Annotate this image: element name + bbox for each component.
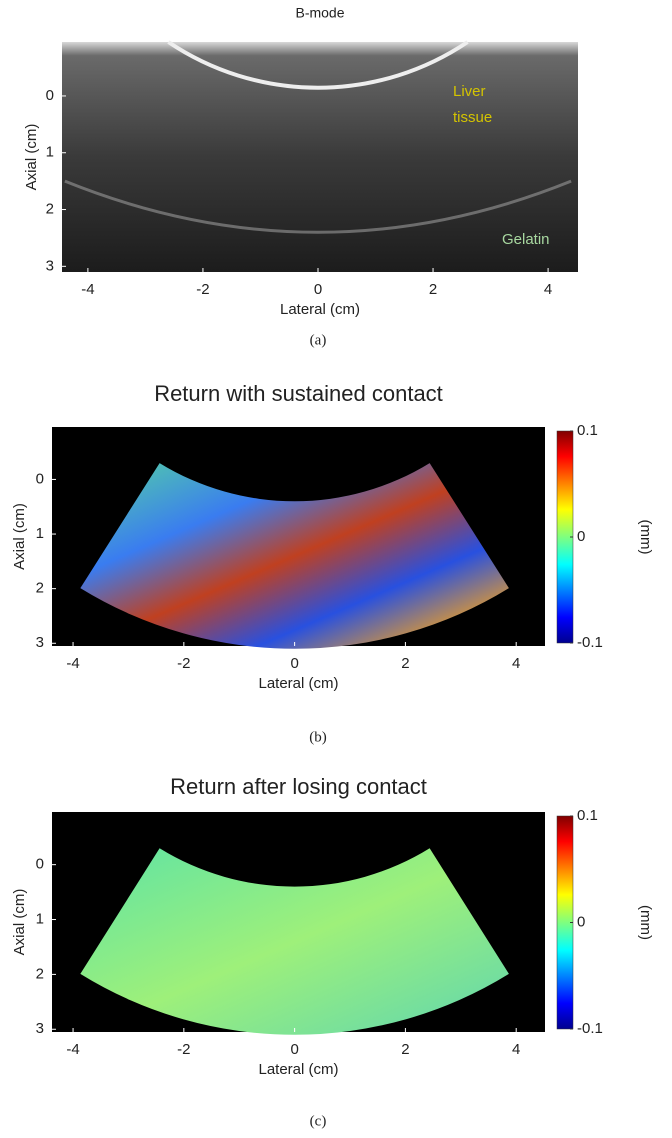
x-tick-label: 4 [512, 1041, 520, 1058]
y-tick-label: 1 [36, 525, 44, 542]
caption: (a) [310, 332, 327, 348]
panel-title: Return after losing contact [170, 774, 427, 799]
y-tick-label: 2 [46, 200, 54, 217]
caption: (b) [309, 729, 327, 745]
x-tick-label: -2 [177, 655, 190, 672]
x-tick-label: 4 [512, 655, 520, 672]
colorbar-tick-label: -0.1 [577, 1020, 603, 1037]
annotation: Gelatin [502, 231, 550, 248]
caption: (c) [310, 1113, 327, 1129]
x-tick-label: 2 [401, 655, 409, 672]
colorbar-tick-label: 0.1 [577, 422, 598, 439]
y-tick-label: 2 [36, 965, 44, 982]
y-tick-label: 0 [36, 856, 44, 873]
x-tick-label: -2 [196, 281, 209, 298]
x-tick-label: -4 [66, 655, 79, 672]
y-tick-label: 0 [46, 87, 54, 104]
x-tick-label: 2 [401, 1041, 409, 1058]
y-tick-label: 1 [36, 910, 44, 927]
x-tick-label: 0 [314, 281, 322, 298]
colorbar-label: (mm) [637, 520, 654, 555]
color-image [80, 463, 509, 649]
colorbar-tick-label: 0 [577, 913, 585, 930]
x-axis-label: Lateral (cm) [280, 301, 360, 318]
x-tick-label: -4 [66, 1041, 79, 1058]
bmode-image [62, 42, 578, 272]
y-tick-label: 3 [36, 1020, 44, 1037]
y-tick-label: 3 [36, 634, 44, 651]
y-axis-label: Axial (cm) [11, 503, 28, 570]
x-tick-label: -4 [81, 281, 94, 298]
y-tick-label: 0 [36, 470, 44, 487]
x-tick-label: 0 [290, 1041, 298, 1058]
colorbar-tick-label: 0.1 [577, 807, 598, 824]
y-axis-label: Axial (cm) [23, 124, 40, 191]
x-axis-label: Lateral (cm) [258, 1061, 338, 1078]
color-image [80, 848, 509, 1035]
colorbar-tick-label: 0 [577, 528, 585, 545]
annotation: Liver [453, 83, 486, 100]
annotation: tissue [453, 109, 492, 126]
y-tick-label: 1 [46, 144, 54, 161]
panel-title: Return with sustained contact [154, 381, 443, 406]
y-tick-label: 3 [46, 257, 54, 274]
x-tick-label: 0 [290, 655, 298, 672]
x-tick-label: 2 [429, 281, 437, 298]
x-tick-label: 4 [544, 281, 552, 298]
y-tick-label: 2 [36, 580, 44, 597]
probe-arc [167, 40, 469, 90]
y-axis-label: Axial (cm) [11, 889, 28, 956]
colorbar-label: (mm) [637, 905, 654, 940]
tissue-boundary [64, 179, 572, 234]
x-tick-label: -2 [177, 1041, 190, 1058]
colorbar-tick-label: -0.1 [577, 634, 603, 651]
x-axis-label: Lateral (cm) [258, 675, 338, 692]
panel-title: B-mode [295, 5, 344, 21]
